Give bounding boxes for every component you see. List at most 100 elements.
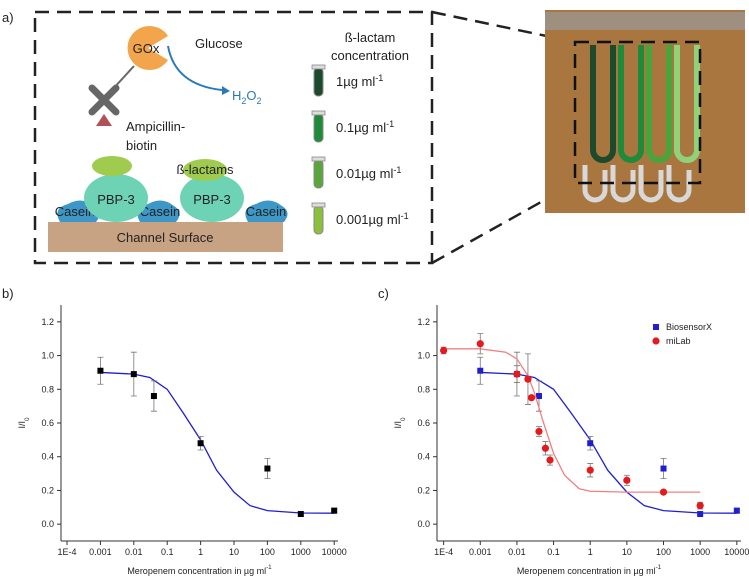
panel-label: c) (378, 286, 389, 301)
h2o2-part: 2 (241, 96, 246, 106)
pbp-blob (84, 174, 148, 222)
y-axis-label: I/I0 (393, 417, 407, 429)
y-tick-label: 0.4 (417, 452, 430, 462)
x-tick-label: 1000 (291, 547, 311, 557)
point (524, 375, 532, 383)
pbp-blob (180, 174, 244, 222)
y-tick-label: 0.6 (417, 418, 430, 428)
tube (313, 113, 324, 143)
channel (674, 45, 700, 163)
fit-curve (480, 371, 737, 514)
point (331, 507, 338, 514)
lactams-label: ß-lactams (176, 162, 234, 177)
point (587, 440, 594, 447)
y-tick-label: 1.2 (417, 317, 430, 327)
point (535, 393, 542, 400)
concentration-label-part: 1µg ml (336, 74, 375, 89)
point (660, 465, 667, 472)
point (546, 456, 554, 464)
y-tick-label: 1.0 (417, 351, 430, 361)
x-tick-label: 1E-4 (434, 547, 453, 557)
gox-enzyme (127, 26, 168, 70)
point (697, 511, 704, 518)
lactam-blob (92, 156, 132, 176)
y-axis-label-part: I/I (393, 421, 403, 429)
tube-cap (311, 64, 326, 70)
x-axis-label-part: -1 (656, 564, 662, 571)
legend-marker (653, 324, 659, 330)
channel (646, 45, 672, 163)
x-tick-label: 0.001 (469, 547, 492, 557)
y-tick-label: 0.2 (41, 485, 54, 495)
ampicillin-label: biotin (126, 138, 157, 153)
point (535, 427, 543, 436)
point (541, 444, 550, 452)
concentration-label-part: 0.1µg ml (336, 120, 386, 135)
biotin-triangle (96, 114, 112, 126)
x-tick-label: 10000 (724, 547, 749, 557)
x-axis-label-part: Meropenem concentration in µg ml (127, 566, 266, 576)
y-tick-label: 0.8 (417, 384, 430, 394)
tube-cap (311, 202, 326, 208)
casein-label: Casein (246, 204, 286, 219)
linker (111, 65, 135, 91)
h2o2-label: H2O2 (232, 88, 262, 106)
point (527, 394, 536, 402)
panel-label: a) (2, 10, 14, 25)
y-axis-label-part: 0 (24, 417, 31, 421)
point (476, 340, 484, 348)
y-axis-label-part: I/I (17, 421, 27, 429)
casein-label: Casein (55, 204, 95, 219)
x-tick-label: 1 (588, 547, 593, 557)
tube (313, 159, 324, 189)
point (130, 371, 137, 378)
point (586, 466, 594, 474)
x-tick-label: 10 (229, 547, 239, 557)
point (97, 367, 104, 374)
channel (618, 45, 644, 163)
gox-label: GOx (133, 41, 160, 56)
x-tick-label: 100 (260, 547, 275, 557)
x-axis-label: Meropenem concentration in µg ml-1 (127, 564, 272, 576)
device-photo (431, 10, 745, 265)
y-tick-label: 0.8 (41, 384, 54, 394)
point (513, 370, 521, 378)
point (197, 440, 204, 447)
x-tick-label: 1 (198, 547, 203, 557)
point (297, 511, 304, 518)
tube (313, 205, 324, 235)
point (659, 488, 668, 496)
photo-background (545, 10, 745, 213)
y-axis-label-part: 0 (400, 417, 407, 421)
legend-title: concentration (331, 48, 409, 63)
casein-label: Casein (140, 204, 180, 219)
tube-cap (311, 156, 326, 162)
h2o2-part: 2 (257, 96, 262, 106)
lower-channels (582, 165, 692, 203)
x-tick-label: 0.1 (547, 547, 560, 557)
h2o2-part: H (232, 88, 241, 103)
x-axis-label-part: Meropenem concentration in µg ml (517, 566, 656, 576)
pbp-label: PBP-3 (193, 192, 231, 207)
fit-curve (443, 348, 701, 493)
concentration-label: 0.001µg ml-1 (336, 211, 409, 227)
concentration-label: 1µg ml-1 (336, 73, 383, 89)
concentration-label-part: -1 (401, 211, 409, 221)
point (477, 367, 484, 374)
tube (313, 67, 324, 97)
point (733, 507, 740, 514)
y-tick-label: 1.0 (41, 351, 54, 361)
fit-curve (100, 371, 335, 514)
point (150, 393, 157, 400)
x-axis-label: Meropenem concentration in µg ml-1 (517, 564, 662, 576)
concentration-label-part: -1 (375, 73, 383, 83)
ports (545, 12, 745, 30)
pbp-label: PBP-3 (97, 192, 135, 207)
concentration-label: 0.1µg ml-1 (336, 119, 394, 135)
x-tick-label: 1E-4 (58, 547, 77, 557)
legend-title: ß-lactam (345, 30, 396, 45)
concentration-label-part: -1 (393, 165, 401, 175)
charts: b)0.00.20.40.60.81.01.21E-4 0.001 0.01 0.1 1… (2, 286, 749, 576)
lactam-blob (183, 159, 227, 181)
